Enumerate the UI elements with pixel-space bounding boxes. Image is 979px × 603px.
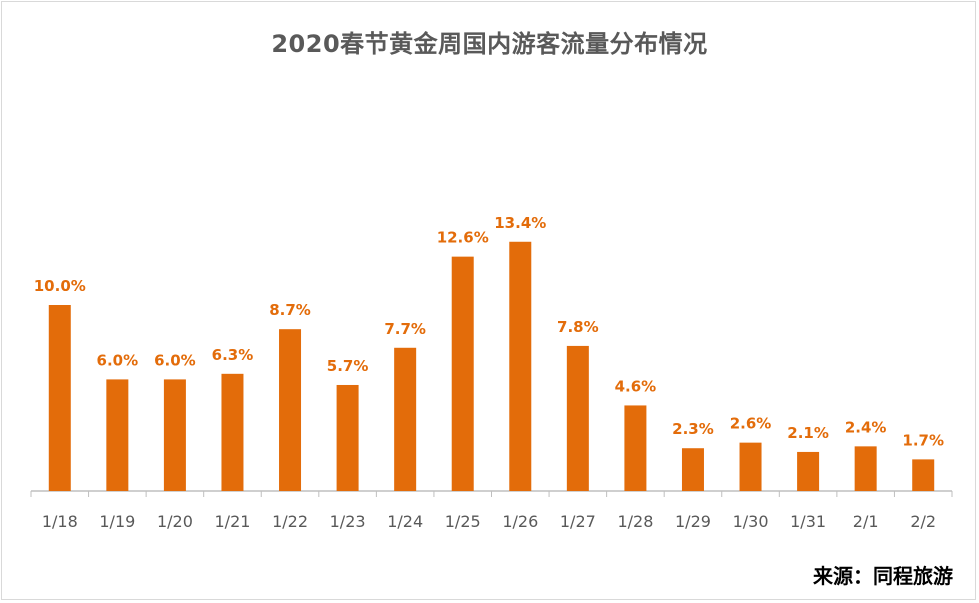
data-label: 5.7% — [327, 357, 369, 375]
x-tick-label: 1/30 — [733, 512, 769, 531]
data-label: 4.6% — [615, 377, 657, 395]
x-tick-label: 2/2 — [910, 512, 936, 531]
x-tick-label: 1/21 — [215, 512, 251, 531]
bar-2-2 — [912, 459, 935, 491]
bar-1-29 — [681, 448, 704, 491]
data-label: 13.4% — [494, 214, 546, 232]
x-tick-label: 1/24 — [387, 512, 423, 531]
data-label: 2.4% — [845, 418, 887, 436]
data-label: 10.0% — [34, 277, 86, 295]
bar-1-20 — [163, 379, 186, 491]
bar-1-25 — [451, 256, 474, 491]
bar-1-27 — [566, 345, 589, 491]
data-label: 6.3% — [212, 346, 254, 364]
data-label: 6.0% — [97, 351, 139, 369]
data-label: 2.3% — [672, 420, 714, 438]
chart-title: 2020春节黄金周国内游客流量分布情况 — [271, 30, 708, 58]
x-tick-label: 1/31 — [790, 512, 826, 531]
bar-1-18 — [48, 305, 71, 491]
bar-1-31 — [797, 451, 820, 491]
x-tick-label: 1/28 — [617, 512, 653, 531]
data-label: 6.0% — [154, 351, 196, 369]
source-note: 来源：同程旅游 — [813, 564, 953, 588]
bar-1-30 — [739, 442, 762, 491]
bar-1-28 — [624, 405, 647, 491]
x-tick-label: 1/22 — [272, 512, 308, 531]
bar-2-1 — [854, 446, 877, 491]
x-tick-label: 1/25 — [445, 512, 481, 531]
data-label: 7.7% — [384, 320, 426, 338]
data-label: 2.6% — [730, 415, 772, 433]
x-tick-label: 1/26 — [502, 512, 538, 531]
data-label: 1.7% — [902, 431, 944, 449]
bar-1-19 — [106, 379, 129, 491]
x-tick-label: 1/29 — [675, 512, 711, 531]
data-label: 7.8% — [557, 318, 599, 336]
x-tick-label: 1/27 — [560, 512, 596, 531]
data-label: 8.7% — [269, 301, 311, 319]
data-label: 2.1% — [787, 424, 829, 442]
bar-1-24 — [394, 347, 417, 491]
x-tick-label: 1/18 — [42, 512, 78, 531]
x-tick-label: 2/1 — [853, 512, 879, 531]
x-tick-label: 1/19 — [99, 512, 135, 531]
bar-1-21 — [221, 373, 244, 491]
bar-1-23 — [336, 384, 359, 491]
x-tick-label: 1/20 — [157, 512, 193, 531]
bar-1-22 — [279, 329, 302, 491]
data-label: 12.6% — [437, 229, 489, 247]
x-tick-label: 1/23 — [330, 512, 366, 531]
bar-1-26 — [509, 241, 532, 491]
